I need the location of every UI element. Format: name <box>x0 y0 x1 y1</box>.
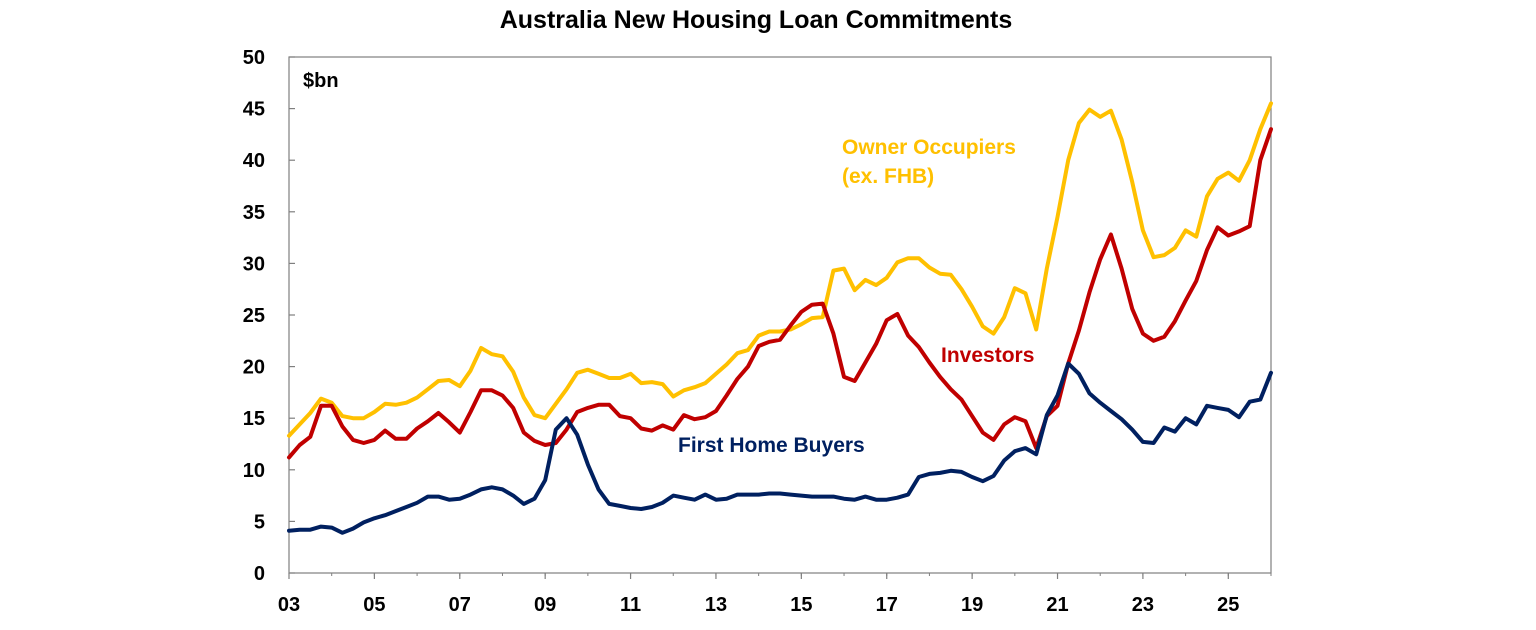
first-home-buyers-label: First Home Buyers <box>678 434 865 457</box>
y-tick-label: 40 <box>243 150 265 172</box>
investors-label: Investors <box>941 344 1034 367</box>
y-axis-unit-label: $bn <box>303 70 339 92</box>
x-tick-label: 15 <box>790 594 812 616</box>
investors-line <box>287 127 1273 460</box>
y-tick-label: 0 <box>254 563 265 585</box>
x-tick-label: 13 <box>705 594 727 616</box>
x-tick-label: 19 <box>961 594 983 616</box>
y-tick-label: 45 <box>243 99 265 121</box>
y-tick-label: 50 <box>243 47 265 69</box>
owner-occupiers-label: (ex. FHB) <box>842 165 934 188</box>
x-axis-tick-labels: 03 05 07 09 11 13 15 17 19 21 23 25 <box>278 573 1272 616</box>
x-tick-label: 07 <box>449 594 471 616</box>
y-tick-label: 15 <box>243 408 265 430</box>
x-tick-label: 21 <box>1046 594 1068 616</box>
x-tick-label: 05 <box>363 594 385 616</box>
x-tick-label: 11 <box>620 594 641 616</box>
x-tick-label: 25 <box>1217 594 1239 616</box>
y-tick-label: 30 <box>243 253 265 275</box>
y-tick-label: 5 <box>254 511 265 533</box>
y-tick-label: 35 <box>243 202 265 224</box>
owner-occupiers-label: Owner Occupiers <box>842 136 1016 159</box>
series-labels: Owner Occupiers (ex. FHB) Investors First H… <box>678 136 1034 457</box>
x-tick-label: 23 <box>1132 594 1154 616</box>
y-tick-label: 20 <box>243 357 265 379</box>
y-tick-label: 10 <box>243 460 265 482</box>
series-lines <box>287 101 1273 535</box>
chart-title: Australia New Housing Loan Commitments <box>499 6 1013 34</box>
y-tick-label: 25 <box>243 305 265 327</box>
x-tick-label: 09 <box>534 594 556 616</box>
first-home-buyers-line <box>287 361 1273 535</box>
x-tick-label: 17 <box>876 594 898 616</box>
y-axis-tick-labels: 0 5 10 15 20 25 30 35 40 45 50 <box>243 47 295 585</box>
x-tick-label: 03 <box>278 594 300 616</box>
